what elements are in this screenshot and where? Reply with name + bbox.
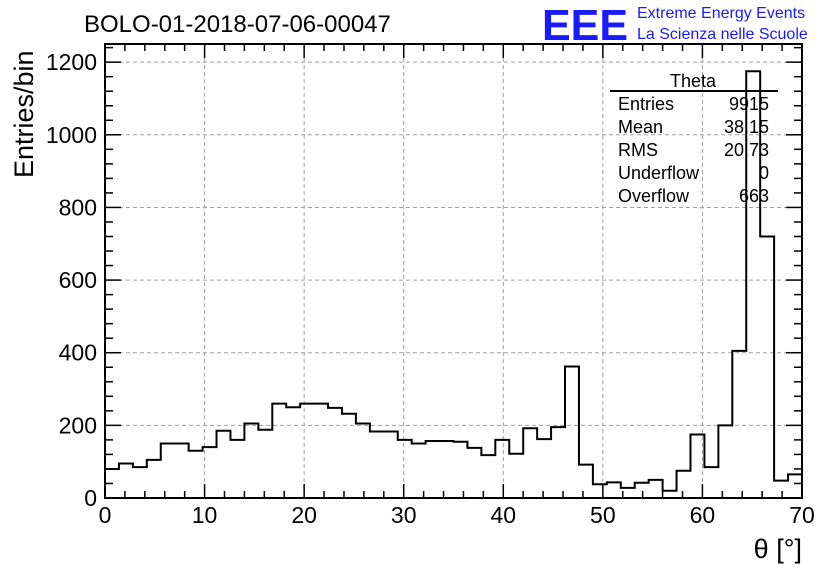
stats-label: RMS [618,140,658,160]
y-tick-label: 0 [84,485,97,511]
x-tick-label: 40 [490,502,516,528]
x-tick-label: 20 [291,502,317,528]
y-tick-label: 400 [59,340,97,366]
x-tick-label: 10 [192,502,218,528]
stats-value: 9915 [729,94,769,114]
stats-label: Entries [618,94,674,114]
grid-lines [105,44,802,498]
eee-logo-mark: EEE [542,1,628,50]
stats-title: Theta [670,71,717,91]
axes [104,43,803,499]
eee-logo-line1: Extreme Energy Events [637,5,805,22]
x-tick-label: 70 [789,502,815,528]
stats-label: Overflow [618,186,690,206]
y-tick-label: 800 [59,194,97,220]
x-tick-label: 60 [690,502,716,528]
stats-value: 0 [759,163,769,183]
histogram-series [104,70,803,498]
x-axis-label: θ [°] [754,534,802,564]
tick-labels: 0 10 20 30 40 50 60 70 0 200 400 600 800 1000 1200 [46,49,815,528]
eee-logo: EEE Extreme Energy Events La Scienza nel… [542,1,808,50]
x-tick-label: 0 [99,502,112,528]
stats-value: 663 [739,186,769,206]
eee-logo-line2: La Scienza nelle Scuole [637,26,808,43]
stats-label: Underflow [618,163,700,183]
x-tick-label: 30 [391,502,417,528]
stats-box: Theta Entries 9915 Mean 38.15 RMS 20.73 Underf… [610,71,778,206]
stats-value: 38.15 [724,117,769,137]
y-tick-label: 1000 [46,122,97,148]
stats-value: 20.73 [724,140,769,160]
x-tick-label: 50 [590,502,616,528]
y-tick-label: 1200 [46,49,97,75]
stats-label: Mean [618,117,663,137]
y-tick-label: 600 [59,267,97,293]
run-title: BOLO-01-2018-07-06-00047 [84,11,391,38]
y-axis-label: Entries/bin [9,50,39,178]
plot-frame [104,43,803,499]
y-tick-label: 200 [59,412,97,438]
